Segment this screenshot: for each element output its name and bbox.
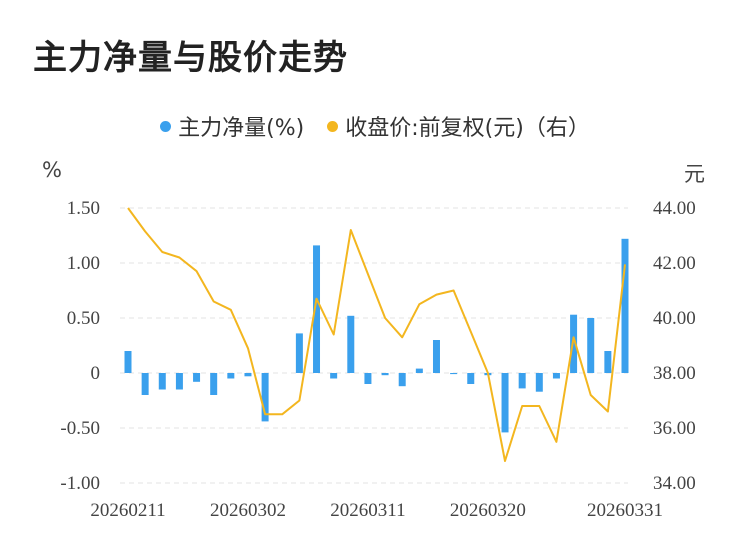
bar-mark	[330, 373, 338, 379]
right-axis-unit: 元	[684, 162, 705, 186]
bar-mark	[193, 373, 201, 382]
legend-item-net-flow[interactable]: 主力净量(%)	[160, 110, 304, 142]
line-series	[127, 207, 626, 462]
x-axis-ticks: 20260211 20260302 20260311 20260320 20260331	[90, 500, 663, 521]
right-tick-label: 36.00	[653, 418, 696, 439]
bar-mark	[621, 238, 629, 373]
bar-mark	[381, 373, 389, 376]
bar-mark	[570, 314, 578, 373]
bar-mark	[552, 373, 560, 379]
bar-mark	[467, 373, 475, 384]
right-axis-ticks: 44.00 42.00 40.00 38.00 36.00 34.00	[653, 198, 696, 494]
legend-item-close-price[interactable]: 收盘价:前复权(元)（右）	[327, 110, 590, 142]
left-tick-label: 0	[91, 363, 101, 384]
left-tick-label: 1.00	[67, 253, 100, 274]
right-tick-label: 38.00	[653, 363, 696, 384]
bar-mark	[244, 373, 252, 377]
right-tick-label: 42.00	[653, 253, 696, 274]
bar-mark	[227, 373, 235, 379]
bar-mark	[364, 373, 372, 384]
left-axis-unit: %	[42, 158, 62, 182]
bar-mark	[158, 373, 166, 390]
left-tick-label: 1.50	[67, 198, 100, 219]
left-axis-ticks: 1.50 1.00 0.50 0 -0.50 -1.00	[60, 198, 100, 494]
left-tick-label: 0.50	[67, 308, 100, 329]
bar-mark	[415, 368, 423, 373]
bar-mark	[398, 373, 406, 387]
bar-mark	[295, 333, 303, 373]
grid-lines	[120, 207, 628, 484]
bar-mark	[210, 373, 218, 395]
legend-dot-close-price	[327, 120, 339, 132]
x-tick-label: 20260331	[587, 500, 663, 521]
bar-mark	[261, 373, 269, 422]
x-tick-label: 20260320	[450, 500, 526, 521]
bar-mark	[501, 373, 509, 433]
bar-mark	[450, 373, 458, 375]
bar-mark	[604, 351, 612, 373]
price-line	[127, 207, 626, 462]
legend-dot-net-flow	[160, 120, 172, 132]
x-tick-label: 20260211	[90, 500, 165, 521]
left-tick-label: -0.50	[60, 418, 100, 439]
page-title: 主力净量与股价走势	[33, 38, 348, 78]
left-tick-label: -1.00	[60, 473, 100, 494]
bar-mark	[141, 373, 149, 395]
bar-mark	[518, 373, 526, 389]
bar-mark	[313, 245, 321, 373]
bar-mark	[587, 318, 595, 373]
right-tick-label: 44.00	[653, 198, 696, 219]
bar-mark	[175, 373, 183, 390]
chart-legend: 主力净量(%) 收盘价:前复权(元)（右）	[0, 110, 750, 142]
bar-mark	[124, 351, 132, 373]
right-tick-label: 40.00	[653, 308, 696, 329]
bar-mark	[347, 315, 355, 373]
bar-mark	[535, 373, 543, 392]
legend-label-net-flow: 主力净量(%)	[178, 116, 305, 141]
bar-series	[124, 238, 629, 433]
x-tick-label: 20260302	[210, 500, 286, 521]
bar-mark	[432, 340, 440, 373]
legend-label-close-price: 收盘价:前复权(元)（右）	[345, 116, 590, 141]
x-tick-label: 20260311	[330, 500, 405, 521]
right-tick-label: 34.00	[653, 473, 696, 494]
